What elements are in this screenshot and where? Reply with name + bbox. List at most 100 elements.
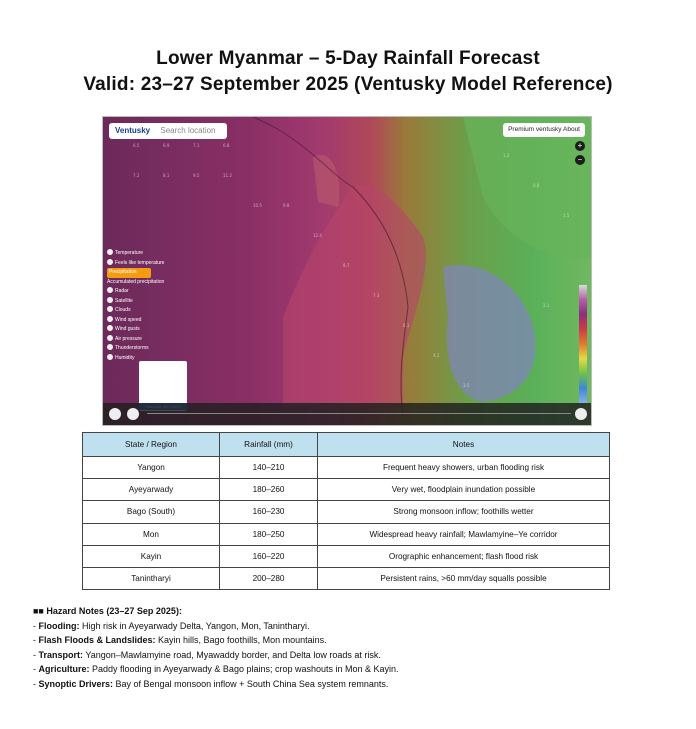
document-subtitle: Valid: 23–27 September 2025 (Ventusky Mo… xyxy=(83,74,613,95)
rainfall-cell: 200–280 xyxy=(219,566,318,591)
layer-menu: Temperature Feels like temperature Preci… xyxy=(107,249,165,364)
region-cell: Ayeyarwady xyxy=(82,478,220,502)
layer-item[interactable]: Accumulated precipitation xyxy=(107,278,165,285)
column-header: State / Region xyxy=(82,432,220,457)
svg-text:6.1: 6.1 xyxy=(403,323,410,328)
region-cell: Yangon xyxy=(82,455,220,480)
layer-icon xyxy=(107,287,113,293)
layer-item[interactable]: Clouds xyxy=(107,306,151,316)
notes-cell: Widespread heavy rainfall; Mawlamyine–Ye… xyxy=(317,522,610,546)
notes-cell: Strong monsoon inflow; foothills wetter xyxy=(317,500,610,524)
rainfall-cell: 160–220 xyxy=(219,544,318,568)
column-header: Rainfall (mm) xyxy=(219,432,318,457)
next-icon[interactable] xyxy=(575,408,587,420)
rainfall-cell: 160–230 xyxy=(219,500,318,524)
layer-item[interactable]: Temperature xyxy=(107,249,151,259)
layer-icon xyxy=(107,258,113,265)
table-row: Mon 180–250 Widespread heavy rainfall; M… xyxy=(82,522,610,546)
layer-item[interactable]: Radar xyxy=(107,287,151,297)
hazard-text: Kayin hills, Bago foothills, Mon mountai… xyxy=(155,635,327,646)
layer-icon xyxy=(107,344,113,350)
hazard-label: Transport: xyxy=(38,649,84,660)
layer-item[interactable]: Satellite xyxy=(107,296,151,307)
svg-text:0.8: 0.8 xyxy=(533,183,540,188)
table-row: Bago (South) 160–230 Strong monsoon infl… xyxy=(82,500,610,524)
table-row: Ayeyarwady 180–260 Very wet, floodplain … xyxy=(82,478,610,502)
svg-text:12.4: 12.4 xyxy=(313,233,322,238)
rainfall-cell: 140–210 xyxy=(219,455,318,480)
notes-cell: Orographic enhancement; flash flood risk xyxy=(317,544,610,568)
previous-icon[interactable] xyxy=(127,408,139,420)
zoom-out-button[interactable]: − xyxy=(575,155,585,165)
rainfall-cell: 180–250 xyxy=(219,522,318,546)
hazard-notes: ■■ Hazard Notes (23–27 Sep 2025): - Floo… xyxy=(33,604,399,692)
svg-text:1.2: 1.2 xyxy=(503,153,510,158)
layer-icon xyxy=(107,306,113,312)
layer-icon xyxy=(107,353,113,360)
svg-text:11.2: 11.2 xyxy=(223,173,232,178)
layer-icon xyxy=(107,296,113,303)
layer-item-active[interactable]: Precipitation xyxy=(107,268,151,278)
hazard-item: - Flash Floods & Landslides: Kayin hills… xyxy=(33,635,327,646)
svg-text:8.1: 8.1 xyxy=(163,173,170,178)
svg-text:9.8: 9.8 xyxy=(283,203,290,208)
layer-item[interactable]: Thunderstorms xyxy=(107,344,151,354)
document-title: Lower Myanmar – 5-Day Rainfall Forecast xyxy=(156,48,540,69)
hazard-notes-heading: ■■ Hazard Notes (23–27 Sep 2025): xyxy=(33,606,182,616)
precipitation-map-graphic: 6.5 6.9 7.1 6.8 7.2 8.1 9.5 11.2 10.5 9.8 12.4 8.… xyxy=(133,117,591,418)
region-cell: Tanintharyi xyxy=(82,566,220,591)
hazard-text: High risk in Ayeyarwady Delta, Yangon, M… xyxy=(79,620,310,631)
layer-icon xyxy=(107,334,113,341)
hazard-text: Yangon–Mawlamyine road, Myawaddy border,… xyxy=(83,649,381,660)
rainfall-cell: 180–260 xyxy=(219,478,318,502)
svg-text:3.5: 3.5 xyxy=(463,383,470,388)
zoom-in-button[interactable]: + xyxy=(575,141,585,151)
svg-text:8.7: 8.7 xyxy=(343,263,350,268)
layer-item[interactable]: Wind speed xyxy=(107,315,151,326)
rainfall-table: State / Region Rainfall (mm) Notes Yango… xyxy=(82,432,610,591)
search-input[interactable]: Search location xyxy=(160,126,216,135)
region-cell: Bago (South) xyxy=(82,500,220,524)
svg-text:10.5: 10.5 xyxy=(253,203,262,208)
table-row: Kayin 160–220 Orographic enhancement; fl… xyxy=(82,544,610,568)
svg-text:4.2: 4.2 xyxy=(433,353,440,358)
play-icon[interactable] xyxy=(109,408,121,420)
layer-item[interactable]: Air pressure xyxy=(107,334,151,345)
timeline-bar xyxy=(103,403,591,425)
timeline-track[interactable] xyxy=(147,413,571,414)
svg-text:6.5: 6.5 xyxy=(133,143,140,148)
ventusky-logo[interactable]: Ventusky Search location xyxy=(109,123,227,139)
hazard-label: Flash Floods & Landslides: xyxy=(38,635,156,646)
notes-cell: Very wet, floodplain inundation possible xyxy=(317,478,610,502)
svg-text:1.5: 1.5 xyxy=(563,213,570,218)
svg-text:2.1: 2.1 xyxy=(543,303,550,308)
premium-link[interactable]: Premium ventusky About xyxy=(503,123,585,137)
region-cell: Kayin xyxy=(82,544,220,568)
hazard-label: Synoptic Drivers: xyxy=(38,678,114,689)
hazard-text: Bay of Bengal monsoon inflow + South Chi… xyxy=(113,678,389,689)
column-header: Notes xyxy=(317,432,610,457)
hazard-item: - Transport: Yangon–Mawlamyine road, Mya… xyxy=(33,649,381,660)
svg-text:7.1: 7.1 xyxy=(193,143,200,148)
hazard-text: Paddy flooding in Ayeyarwady & Bago plai… xyxy=(89,664,399,675)
layer-icon xyxy=(107,315,113,322)
hazard-item: - Agriculture: Paddy flooding in Ayeyarw… xyxy=(33,664,399,675)
svg-text:6.8: 6.8 xyxy=(223,143,230,148)
svg-text:6.9: 6.9 xyxy=(163,143,170,148)
svg-text:7.3: 7.3 xyxy=(373,293,380,298)
svg-text:7.2: 7.2 xyxy=(133,173,140,178)
layer-icon xyxy=(107,325,113,331)
table-row: Tanintharyi 200–280 Persistent rains, >6… xyxy=(82,566,610,591)
region-cell: Mon xyxy=(82,522,220,546)
layer-item[interactable]: Wind gusts xyxy=(107,325,151,335)
hazard-label: Flooding: xyxy=(38,620,80,631)
forecast-map-screenshot: 6.5 6.9 7.1 6.8 7.2 8.1 9.5 11.2 10.5 9.8 12.4 8.… xyxy=(102,116,592,426)
hazard-label: Agriculture: xyxy=(38,664,90,675)
layer-item[interactable]: Humidity xyxy=(107,353,151,364)
layer-icon xyxy=(107,249,113,255)
notes-cell: Frequent heavy showers, urban flooding r… xyxy=(317,455,610,480)
notes-cell: Persistent rains, >60 mm/day squalls pos… xyxy=(317,566,610,591)
hazard-item: - Flooding: High risk in Ayeyarwady Delt… xyxy=(33,620,310,631)
table-row: Yangon 140–210 Frequent heavy showers, u… xyxy=(82,455,610,480)
layer-item[interactable]: Feels like temperature xyxy=(107,258,164,269)
